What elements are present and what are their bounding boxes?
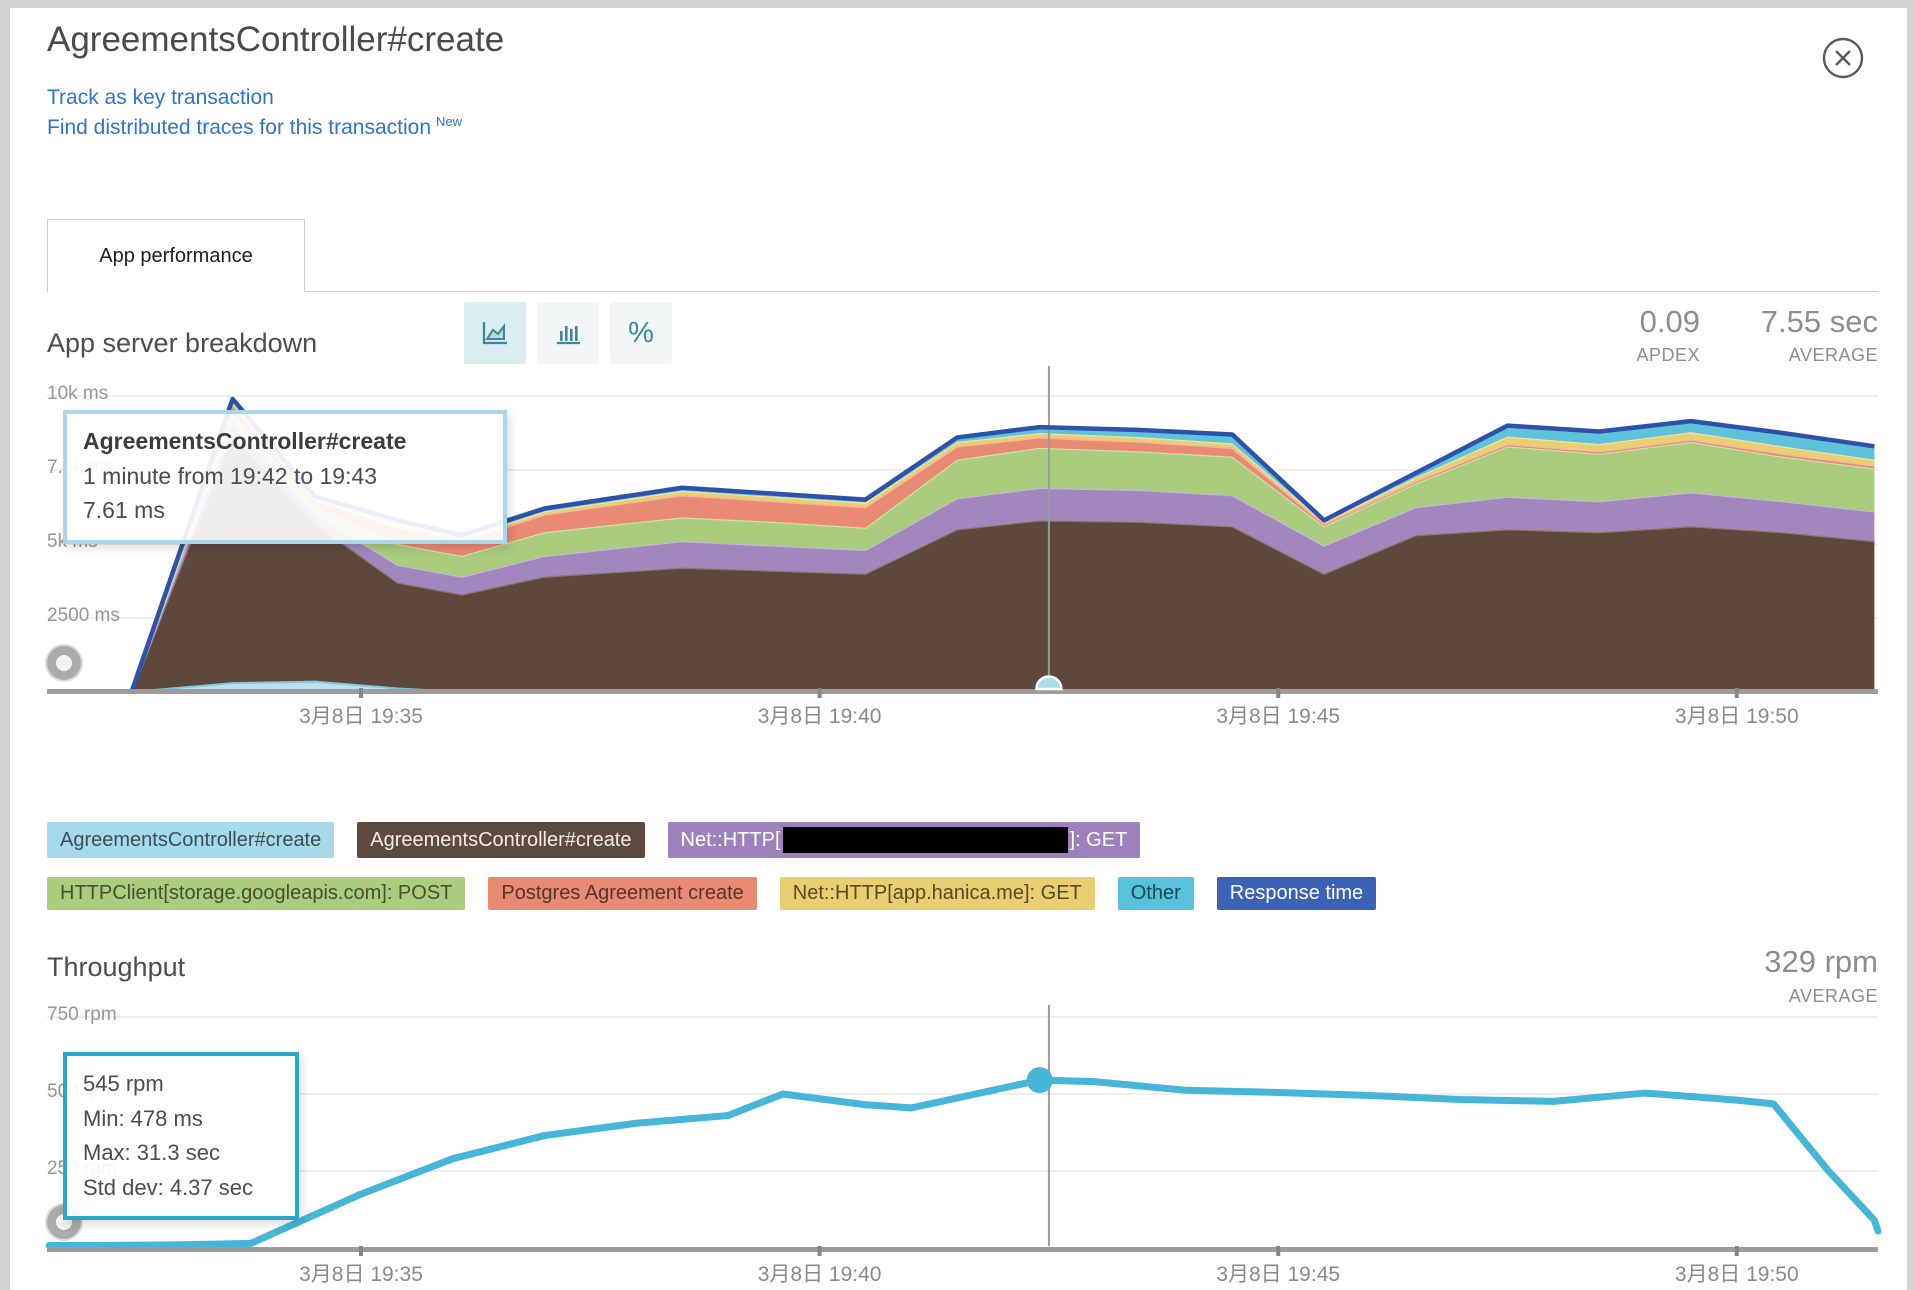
throughput-tooltip: 545 rpm Min: 478 ms Max: 31.3 sec Std de… [63, 1052, 299, 1221]
tooltip-max: Max: 31.3 sec [83, 1140, 220, 1166]
breakdown-range-slider-handle[interactable] [47, 646, 81, 680]
x-axis-label: 3月8日 19:45 [1216, 705, 1341, 728]
legend-chip-0-2[interactable]: Net::HTTP[]: GET [667, 822, 1141, 858]
y-axis-label: 750 rpm [47, 1004, 117, 1025]
breakdown-average-label: AVERAGE [1788, 345, 1878, 365]
legend-chip-1-0[interactable]: HTTPClient[storage.googleapis.com]: POST [47, 877, 466, 910]
tooltip-series-name: AgreementsController#create [83, 428, 407, 454]
apdex-label: APDEX [1636, 345, 1700, 365]
track-key-transaction-link[interactable]: Track as key transaction [47, 86, 274, 109]
legend-row: AgreementsController#create AgreementsCon… [47, 822, 1887, 858]
tab-app-performance[interactable]: App performance [47, 219, 305, 292]
legend-chip-1-1[interactable]: Postgres Agreement create [488, 877, 757, 910]
breakdown-section-title: App server breakdown [47, 328, 318, 358]
tooltip-value: 7.61 ms [83, 497, 165, 523]
throughput-average-value: 329 rpm [1764, 944, 1878, 979]
tab-bar-divider [47, 291, 1878, 292]
x-axis-label: 3月8日 19:35 [299, 705, 423, 728]
x-axis-label: 3月8日 19:50 [1674, 705, 1799, 728]
legend-chip-0-0[interactable]: AgreementsController#create [47, 822, 335, 858]
tooltip-min: Min: 478 ms [83, 1105, 203, 1131]
breakdown-tooltip: AgreementsController#create 1 minute fro… [63, 410, 507, 544]
chart-legend: AgreementsController#create AgreementsCon… [47, 822, 1887, 929]
legend-chip-1-2[interactable]: Net::HTTP[app.hanica.me]: GET [779, 877, 1095, 910]
area-chart-view-button[interactable] [464, 302, 526, 364]
x-axis-label: 3月8日 19:40 [757, 1263, 882, 1286]
legend-chip-0-1[interactable]: AgreementsController#create [357, 822, 645, 858]
legend-chip-1-4[interactable]: Response time [1216, 877, 1377, 910]
bar-chart-view-button[interactable] [537, 302, 599, 364]
x-axis-label: 3月8日 19:40 [757, 705, 882, 728]
page-title: AgreementsController#create [47, 20, 505, 59]
y-axis-label: 10k ms [47, 383, 109, 404]
x-axis-label: 3月8日 19:35 [299, 1263, 423, 1286]
legend-row: HTTPClient[storage.googleapis.com]: POST… [47, 877, 1887, 910]
x-axis-label: 3月8日 19:50 [1674, 1263, 1799, 1286]
legend-chip-1-3[interactable]: Other [1117, 877, 1194, 910]
close-button[interactable] [1822, 37, 1864, 79]
throughput-section-title: Throughput [47, 952, 186, 982]
percent-icon: % [628, 316, 654, 349]
redacted-hostname [782, 827, 1068, 853]
y-axis-label: 2500 ms [47, 605, 120, 626]
throughput-chart-canvas[interactable] [0, 1000, 1914, 1290]
percent-view-button[interactable]: % [610, 302, 672, 364]
new-badge: New [436, 114, 463, 129]
bar-chart-icon [557, 326, 580, 345]
x-axis-label: 3月8日 19:45 [1216, 1263, 1341, 1286]
throughput-average-label: AVERAGE [1788, 986, 1878, 1006]
distributed-traces-link[interactable]: Find distributed traces for this transac… [47, 114, 463, 139]
close-icon [1822, 37, 1864, 79]
breakdown-average-value: 7.55 sec [1760, 304, 1878, 339]
tooltip-time-range: 1 minute from 19:42 to 19:43 [83, 462, 378, 489]
tooltip-stddev: Std dev: 4.37 sec [83, 1174, 253, 1200]
area-chart-icon [482, 322, 507, 345]
tooltip-rpm: 545 rpm [83, 1071, 164, 1096]
apdex-value: 0.09 [1639, 304, 1700, 339]
